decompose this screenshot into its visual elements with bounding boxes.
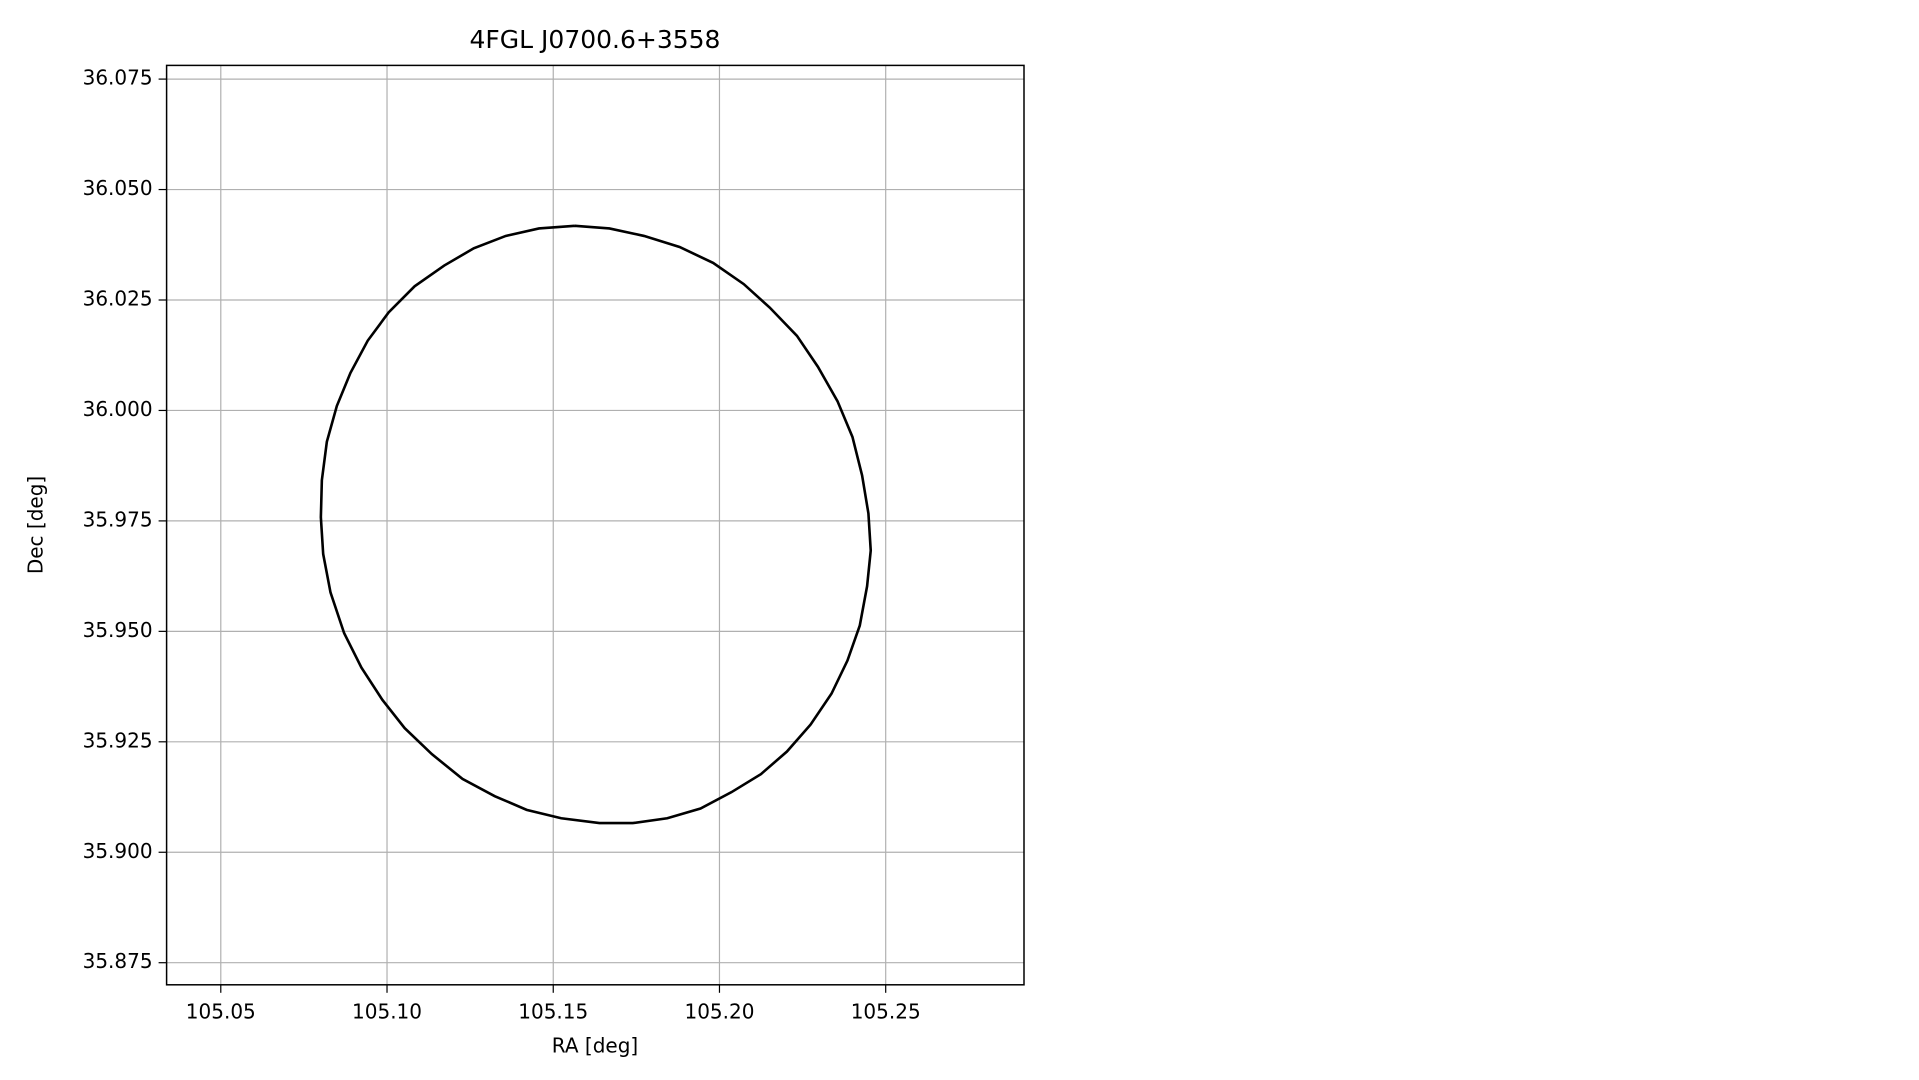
y-tick-label: 35.975 — [83, 507, 153, 531]
x-axis-label: RA [deg] — [552, 1034, 638, 1058]
y-tick-label: 35.925 — [83, 728, 153, 752]
y-tick-label: 36.050 — [83, 176, 153, 200]
x-tick-label: 105.10 — [352, 999, 422, 1023]
x-tick-label: 105.20 — [684, 999, 754, 1023]
x-tick-label: 105.05 — [186, 999, 256, 1023]
plot-frame — [165, 64, 1025, 986]
y-tick-label: 36.000 — [83, 397, 153, 421]
y-tick-label: 35.950 — [83, 618, 153, 642]
chart-title: 4FGL J0700.6+3558 — [470, 25, 721, 54]
x-tick-label: 105.15 — [518, 999, 588, 1023]
y-tick-label: 36.075 — [83, 66, 153, 90]
y-axis-label: Dec [deg] — [24, 476, 48, 574]
y-tick-label: 35.875 — [83, 949, 153, 973]
data-line — [319, 224, 873, 825]
y-tick-label: 36.025 — [83, 286, 153, 310]
y-tick-label: 35.900 — [83, 839, 153, 863]
x-tick-label: 105.25 — [851, 999, 921, 1023]
